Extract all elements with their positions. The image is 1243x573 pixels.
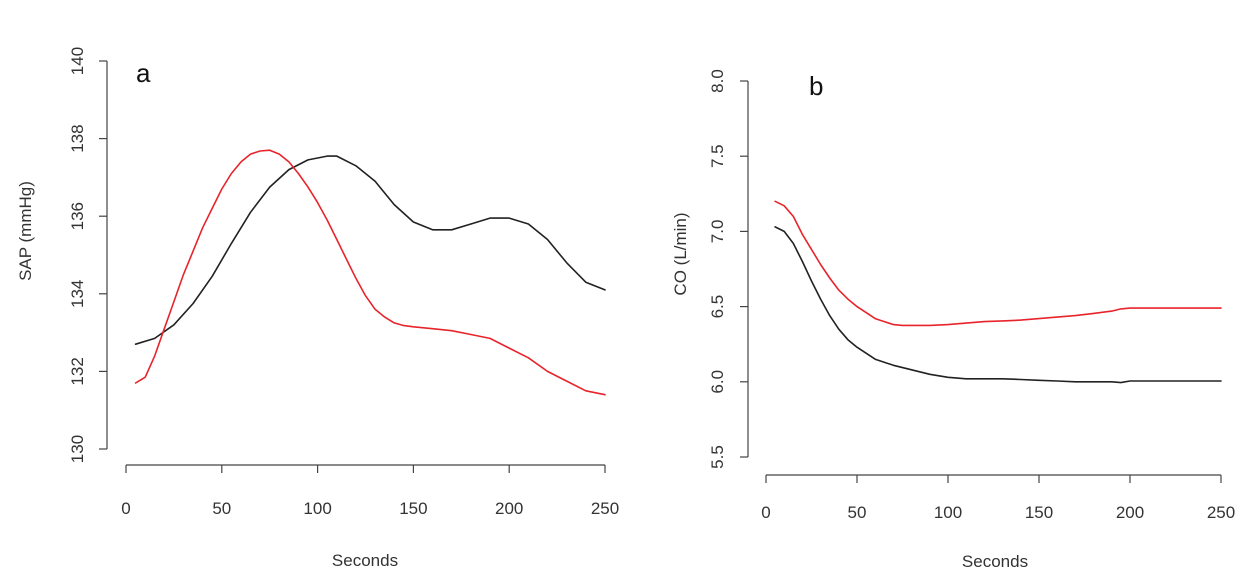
panel-a-y-tick-label: 134 xyxy=(68,280,87,308)
panel-a-series-line-2 xyxy=(134,149,606,396)
panel-a-y-tick-label: 136 xyxy=(68,202,87,230)
panel-b-y-tick-label: 5.5 xyxy=(708,445,727,469)
panel-b-y-tick-label: 7.5 xyxy=(708,144,727,168)
panel-a-letter: a xyxy=(136,58,151,88)
panel-b-x-tick-label: 150 xyxy=(1025,503,1053,522)
panel-b-x-tick-label: 100 xyxy=(934,503,962,522)
panel-a-sap-chart: a Seconds SAP (mmHg) 0 50 100 150 200 250 130 1… xyxy=(16,47,619,570)
panel-a-x-tick-label: 100 xyxy=(303,499,331,518)
panel-b-x-tick-label: 0 xyxy=(761,503,770,522)
panel-b-y-tick-label: 8.0 xyxy=(708,69,727,93)
panel-a-x-tick-label: 200 xyxy=(495,499,523,518)
panel-a-x-tick-label: 150 xyxy=(399,499,427,518)
panel-b-x-tick-label: 200 xyxy=(1116,503,1144,522)
panel-a-x-tick-label: 0 xyxy=(121,499,130,518)
panel-b-y-tick-label: 6.0 xyxy=(708,370,727,394)
panel-b-x-tick-label: 250 xyxy=(1207,503,1235,522)
panel-b-x-axis-title: Seconds xyxy=(962,552,1028,571)
panel-a-x-axis-title: Seconds xyxy=(332,551,398,570)
panel-a-x-tick-label: 250 xyxy=(591,499,619,518)
panel-b-y-tick-label: 7.0 xyxy=(708,220,727,244)
panel-b-y-axis-title: CO (L/min) xyxy=(671,212,690,295)
panel-a-y-tick-label: 140 xyxy=(68,47,87,75)
panel-b-y-tick-label: 6.5 xyxy=(708,295,727,319)
panel-b-series-line-2 xyxy=(774,200,1222,327)
panel-b-letter: b xyxy=(809,71,823,101)
panel-a-x-tick-label: 50 xyxy=(212,499,231,518)
panel-b-series-line-1 xyxy=(774,226,1222,384)
panel-a-y-tick-label: 132 xyxy=(68,357,87,385)
panel-a-y-tick-label: 130 xyxy=(68,435,87,463)
panel-a-series-line-1 xyxy=(134,155,606,346)
panel-b-co-chart: b Seconds CO (L/min) 0 50 100 150 200 250 5.5 6… xyxy=(671,69,1235,571)
panel-b-x-tick-label: 50 xyxy=(848,503,867,522)
panel-a-y-axis-title: SAP (mmHg) xyxy=(16,181,35,281)
panel-a-y-tick-label: 138 xyxy=(68,124,87,152)
